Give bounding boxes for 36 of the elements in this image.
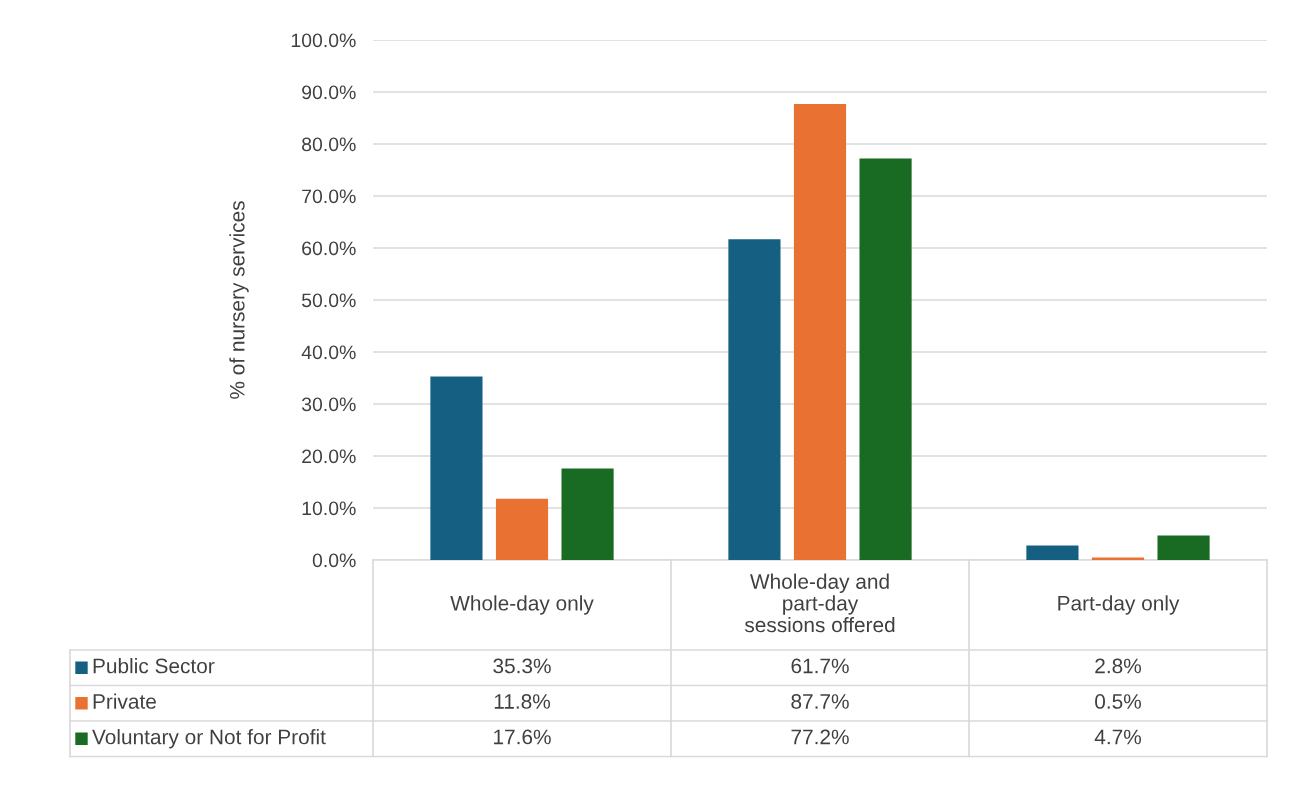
y-tick-label: 10.0% xyxy=(302,501,356,516)
data-label: 11.8% xyxy=(494,694,551,709)
bar xyxy=(728,239,781,560)
bar xyxy=(495,498,549,560)
bar xyxy=(1091,557,1145,560)
data-label: 87.7% xyxy=(791,694,849,709)
data-label: 77.2% xyxy=(791,729,849,745)
bar xyxy=(793,103,847,560)
data-label: 4.7% xyxy=(1094,729,1141,745)
y-tick-label: 20.0% xyxy=(302,449,356,464)
x-tick-label: Whole-day and part-day sessions offered xyxy=(744,573,895,633)
data-label: 35.3% xyxy=(493,658,551,674)
y-tick-label: 100.0% xyxy=(291,33,356,48)
data-label: 61.7% xyxy=(791,658,849,674)
bar xyxy=(561,468,614,560)
legend-label: Public Sector xyxy=(93,658,215,674)
x-tick-label: Whole-day only xyxy=(450,595,594,615)
x-tick-label: Part-day only xyxy=(1058,595,1180,615)
y-axis-title: % of nursery services xyxy=(229,201,249,399)
legend-label: Voluntary or Not for Profit xyxy=(92,729,326,749)
y-tick-label: 80.0% xyxy=(302,137,356,152)
data-label: 2.8% xyxy=(1095,658,1141,674)
bar xyxy=(1026,545,1079,560)
data-label: 0.5% xyxy=(1095,694,1141,709)
bar xyxy=(859,158,912,560)
y-tick-label: 50.0% xyxy=(301,293,356,308)
data-label: 17.6% xyxy=(494,729,551,745)
y-tick-label: 30.0% xyxy=(301,397,356,412)
bar xyxy=(430,376,483,560)
bar xyxy=(1157,535,1210,560)
y-tick-label: 60.0% xyxy=(302,241,356,256)
y-tick-label: 40.0% xyxy=(301,345,356,360)
y-tick-label: 0.0% xyxy=(312,553,356,568)
y-tick-label: 90.0% xyxy=(302,85,356,100)
y-tick-label: 70.0% xyxy=(302,189,356,204)
legend-label: Private xyxy=(93,693,156,709)
